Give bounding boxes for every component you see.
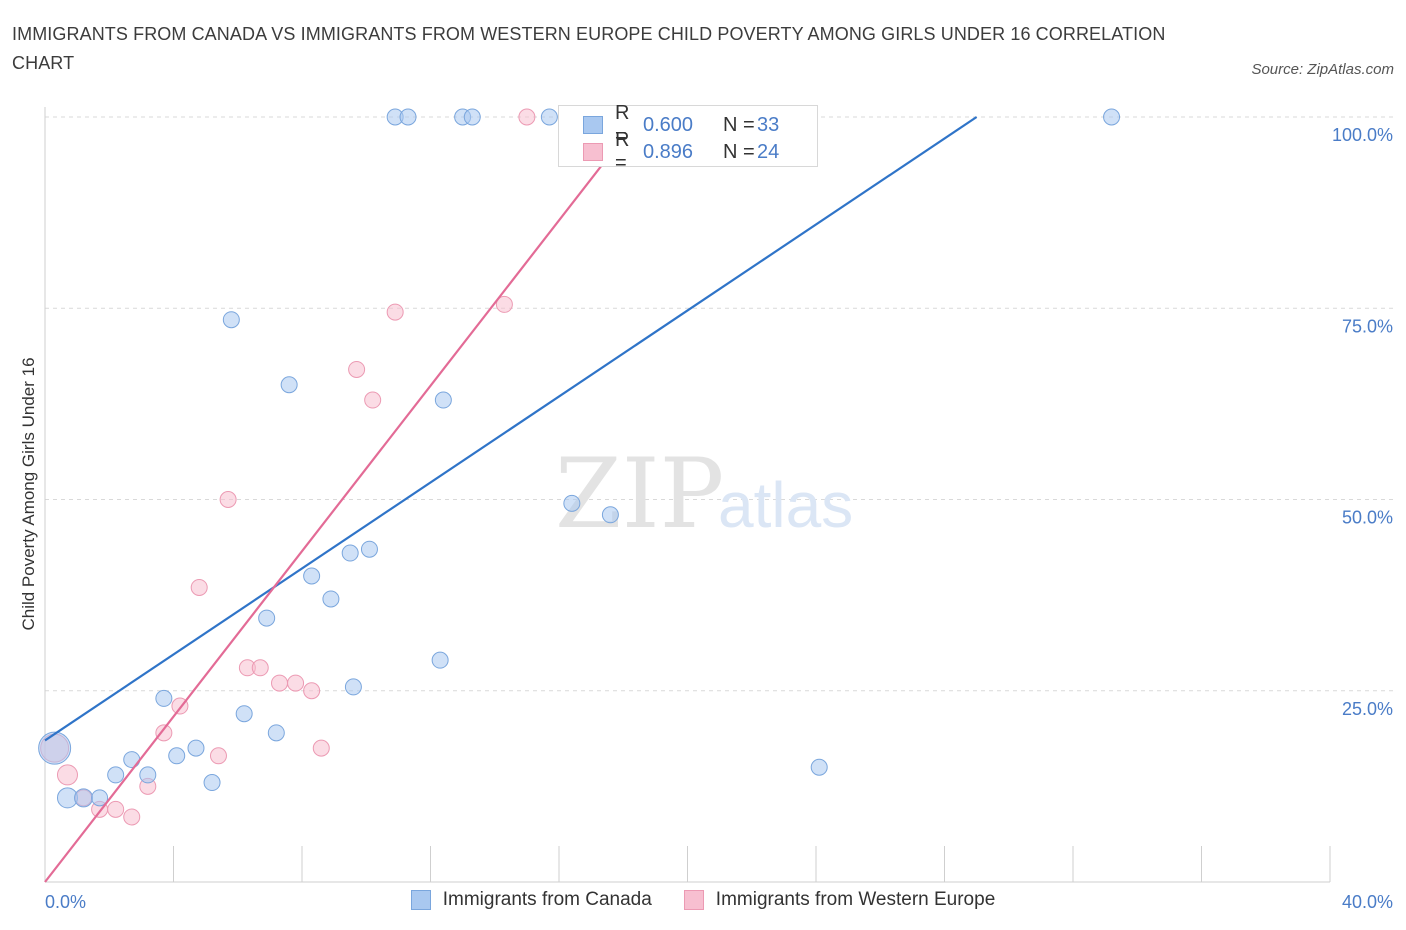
- data-point-weurope: [190, 578, 208, 596]
- data-point-weurope: [364, 391, 382, 409]
- data-point-canada: [222, 311, 240, 329]
- y-tick-label: 25.0%: [1342, 699, 1393, 719]
- chart-title: IMMIGRANTS FROM CANADA VS IMMIGRANTS FRO…: [12, 24, 1166, 73]
- data-point-canada: [74, 788, 94, 808]
- legend-row-canada: R = 0.600 N = 33: [583, 102, 780, 147]
- y-tick-label: 50.0%: [1342, 508, 1393, 528]
- data-point-weurope: [271, 674, 289, 692]
- data-point-weurope: [56, 764, 78, 786]
- data-point-weurope: [348, 360, 366, 378]
- series-legend: Immigrants from Canada Immigrants from W…: [0, 889, 1406, 911]
- label-layer: 25.0% 50.0% 75.0% 100.0% 0.0% 40.0%: [45, 125, 1393, 912]
- series-legend-canada[interactable]: Immigrants from Canada: [410, 889, 652, 911]
- series-label-weurope: Immigrants from Western Europe: [715, 889, 996, 910]
- data-point-weurope: [251, 659, 269, 677]
- data-point-canada: [267, 724, 285, 742]
- data-point-weurope: [303, 682, 321, 700]
- data-point-canada: [123, 751, 141, 769]
- data-point-canada: [431, 651, 449, 669]
- data-point-canada: [810, 758, 828, 776]
- data-point-canada: [258, 609, 276, 627]
- data-point-canada: [463, 108, 481, 126]
- data-point-canada: [91, 789, 109, 807]
- source-credit: Source: ZipAtlas.com: [1251, 61, 1394, 78]
- trend-layer: [44, 116, 978, 883]
- data-point-canada: [344, 678, 362, 696]
- series-swatch-weurope: [683, 890, 704, 910]
- data-point-weurope: [209, 747, 227, 765]
- data-point-canada: [139, 766, 157, 784]
- legend-r-value: 0.896: [643, 140, 694, 163]
- x-tick-label: 0.0%: [45, 892, 86, 912]
- points-layer: [38, 108, 1121, 826]
- data-point-canada: [187, 739, 205, 757]
- data-point-weurope: [312, 739, 330, 757]
- legend-n-value: 24: [757, 140, 780, 163]
- legend-n-label: N =: [723, 140, 755, 163]
- watermark: ZIP atlas: [555, 438, 853, 550]
- correlation-legend: R = 0.600 N = 33 R = 0.896 N = 24: [558, 102, 818, 174]
- data-point-canada: [280, 376, 298, 394]
- data-point-canada: [360, 540, 378, 558]
- data-point-weurope: [155, 724, 173, 742]
- data-point-canada: [203, 774, 221, 792]
- data-point-canada: [399, 108, 417, 126]
- series-label-canada: Immigrants from Canada: [442, 889, 652, 910]
- data-point-weurope: [107, 800, 125, 818]
- data-point-weurope: [287, 674, 305, 692]
- data-point-canada: [303, 567, 321, 585]
- data-point-canada: [235, 705, 253, 723]
- data-point-canada: [168, 747, 186, 765]
- data-point-weurope: [386, 303, 404, 321]
- data-point-canada: [540, 108, 558, 126]
- y-tick-label: 100.0%: [1332, 125, 1393, 145]
- legend-r-value: 0.600: [643, 113, 694, 136]
- data-point-weurope: [219, 491, 237, 508]
- legend-r-label: R =: [615, 129, 630, 174]
- legend-r-label: R =: [615, 102, 630, 147]
- legend-swatch-weurope: [583, 143, 603, 161]
- data-point-canada: [107, 766, 125, 784]
- legend-row-weurope: R = 0.896 N = 24: [583, 129, 780, 174]
- data-point-canada: [601, 506, 619, 524]
- data-point-weurope: [123, 808, 141, 826]
- legend-n-value: 33: [757, 113, 780, 136]
- x-tick-label: 40.0%: [1342, 892, 1393, 912]
- data-point-canada: [341, 544, 359, 562]
- legend-n-label: N =: [723, 113, 755, 136]
- data-point-weurope: [518, 108, 536, 126]
- data-point-canada: [1103, 108, 1121, 126]
- trend-line-weurope: [44, 116, 641, 883]
- y-axis-label: Child Poverty Among Girls Under 16: [19, 357, 38, 630]
- y-tick-label: 75.0%: [1342, 316, 1393, 336]
- data-point-weurope: [495, 295, 513, 313]
- data-point-canada: [322, 590, 340, 608]
- series-swatch-canada: [410, 890, 431, 910]
- data-point-canada: [434, 391, 452, 409]
- watermark-zip: ZIP: [555, 438, 724, 550]
- series-legend-weurope[interactable]: Immigrants from Western Europe: [683, 889, 996, 911]
- data-point-canada: [155, 689, 173, 707]
- data-point-canada: [563, 494, 581, 512]
- legend-swatch-canada: [583, 116, 603, 134]
- trend-line-canada: [44, 116, 978, 742]
- watermark-atlas: atlas: [718, 469, 853, 541]
- data-point-canada: [38, 731, 72, 765]
